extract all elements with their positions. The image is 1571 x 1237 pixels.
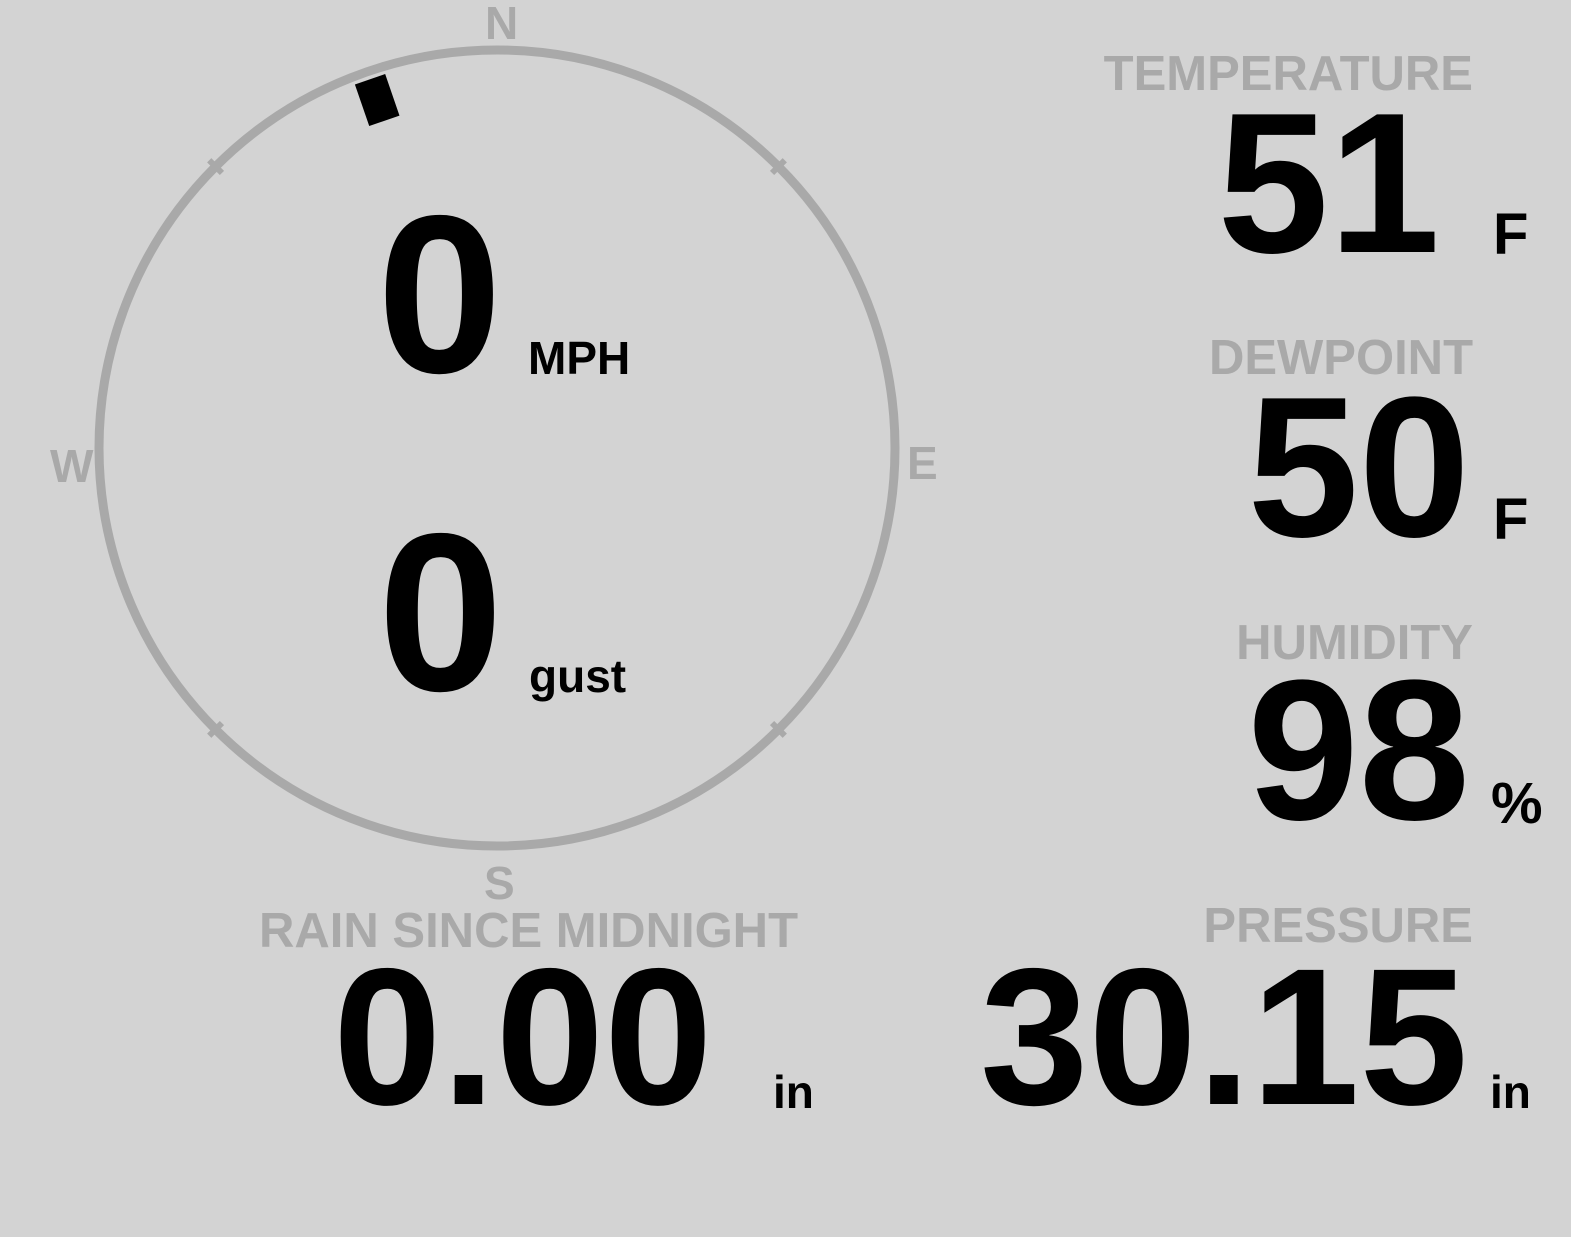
dewpoint-unit: F [1493, 487, 1529, 552]
wind-direction-marker [354, 74, 400, 127]
pressure-unit: in [1490, 1066, 1531, 1118]
pressure-label: PRESSURE [1203, 899, 1473, 953]
compass-north-label: N [485, 0, 519, 49]
dewpoint-value: 50 [1247, 356, 1470, 579]
pressure-value: 30.15 [980, 928, 1468, 1146]
temperature-unit: F [1493, 202, 1529, 267]
rain-unit: in [773, 1066, 814, 1118]
wind-gust-value: 0 [378, 486, 504, 738]
dewpoint-label: DEWPOINT [1208, 331, 1473, 385]
compass-ring [94, 45, 900, 851]
compass-tick [207, 720, 225, 738]
compass-west-label: W [50, 440, 94, 492]
rain-value: 0.00 [333, 928, 713, 1146]
wind-speed-value: 0 [377, 168, 503, 420]
humidity-value: 98 [1247, 639, 1470, 862]
compass-tick [769, 720, 787, 738]
wind-gust-unit: gust [529, 650, 627, 702]
temperature-value: 51 [1217, 72, 1440, 295]
compass-tick [769, 158, 787, 176]
temperature-label: TEMPERATURE [1103, 47, 1473, 101]
compass-tick [207, 158, 225, 176]
compass-east-label: E [907, 437, 938, 489]
compass-south-label: S [484, 857, 515, 909]
humidity-unit: % [1491, 771, 1543, 836]
rain-label: RAIN SINCE MIDNIGHT [259, 904, 798, 958]
humidity-label: HUMIDITY [1236, 616, 1473, 670]
wind-speed-unit: MPH [528, 332, 631, 384]
